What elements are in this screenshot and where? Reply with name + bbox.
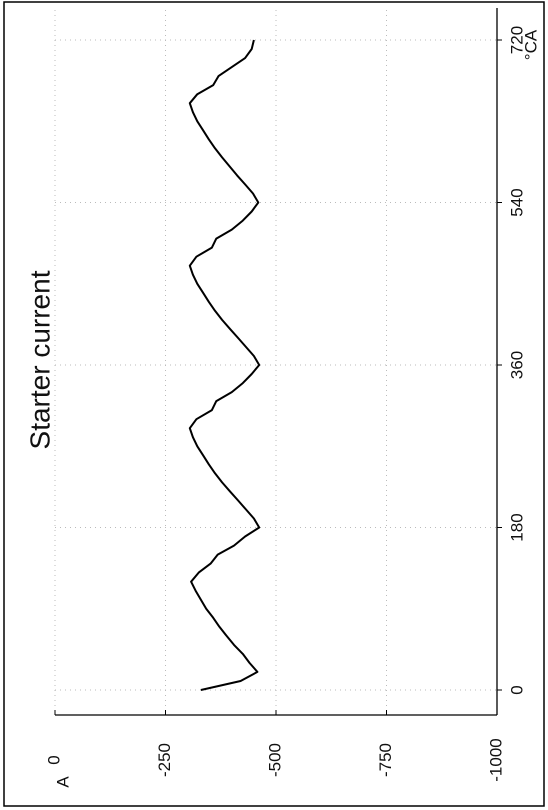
- y-axis-label: A: [53, 776, 72, 788]
- line: [188, 39, 261, 691]
- x-tick-label: 0: [507, 685, 526, 694]
- y-tick-label: -1000: [486, 738, 505, 781]
- frame: [3, 1, 545, 807]
- x-tick-label: 360: [507, 351, 526, 379]
- y-tick-label: -500: [265, 743, 284, 777]
- y-tick-label: 0: [44, 755, 63, 764]
- x-tick-label: 540: [507, 188, 526, 216]
- x-tick-label: 180: [507, 513, 526, 541]
- x-axis-label: °CA: [521, 29, 540, 60]
- y-tick-label: -250: [155, 743, 174, 777]
- chart-title: Starter current: [24, 270, 55, 449]
- x-tick-label: 720: [507, 26, 526, 54]
- y-tick-label: -750: [376, 743, 395, 777]
